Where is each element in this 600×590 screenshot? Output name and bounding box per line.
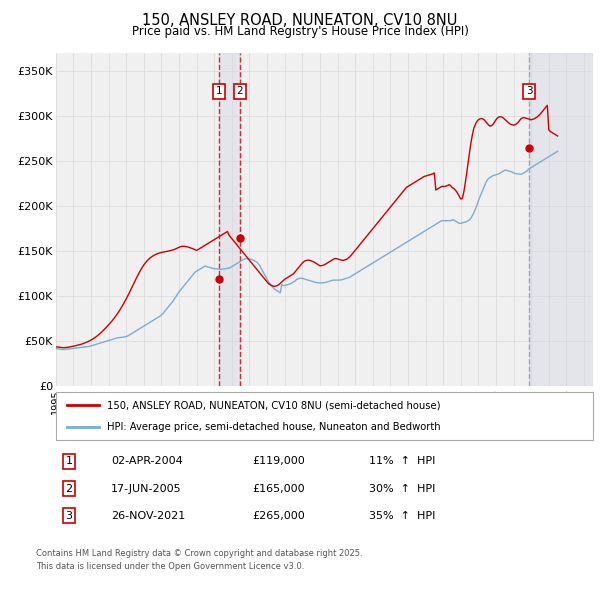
Text: 1: 1 (65, 457, 73, 466)
Text: 11%  ↑  HPI: 11% ↑ HPI (369, 457, 436, 466)
Text: 3: 3 (65, 511, 73, 520)
Text: £165,000: £165,000 (252, 484, 305, 493)
Bar (529, 53, 593, 386)
Text: 1: 1 (215, 87, 222, 96)
Text: This data is licensed under the Open Government Licence v3.0.: This data is licensed under the Open Gov… (36, 562, 304, 571)
Text: 2: 2 (236, 87, 243, 96)
Text: 35%  ↑  HPI: 35% ↑ HPI (369, 511, 436, 520)
Bar (218, 53, 240, 386)
Text: 150, ANSLEY ROAD, NUNEATON, CV10 8NU: 150, ANSLEY ROAD, NUNEATON, CV10 8NU (142, 13, 458, 28)
Text: HPI: Average price, semi-detached house, Nuneaton and Bedworth: HPI: Average price, semi-detached house,… (107, 422, 440, 432)
Text: 26-NOV-2021: 26-NOV-2021 (111, 511, 185, 520)
Text: 150, ANSLEY ROAD, NUNEATON, CV10 8NU (semi-detached house): 150, ANSLEY ROAD, NUNEATON, CV10 8NU (se… (107, 400, 440, 410)
Text: £265,000: £265,000 (252, 511, 305, 520)
Text: 02-APR-2004: 02-APR-2004 (111, 457, 183, 466)
Text: 17-JUN-2005: 17-JUN-2005 (111, 484, 182, 493)
Text: 2: 2 (65, 484, 73, 493)
Text: £119,000: £119,000 (252, 457, 305, 466)
Text: Contains HM Land Registry data © Crown copyright and database right 2025.: Contains HM Land Registry data © Crown c… (36, 549, 362, 558)
Text: 3: 3 (526, 87, 533, 96)
Text: Price paid vs. HM Land Registry's House Price Index (HPI): Price paid vs. HM Land Registry's House … (131, 25, 469, 38)
Text: 30%  ↑  HPI: 30% ↑ HPI (369, 484, 436, 493)
